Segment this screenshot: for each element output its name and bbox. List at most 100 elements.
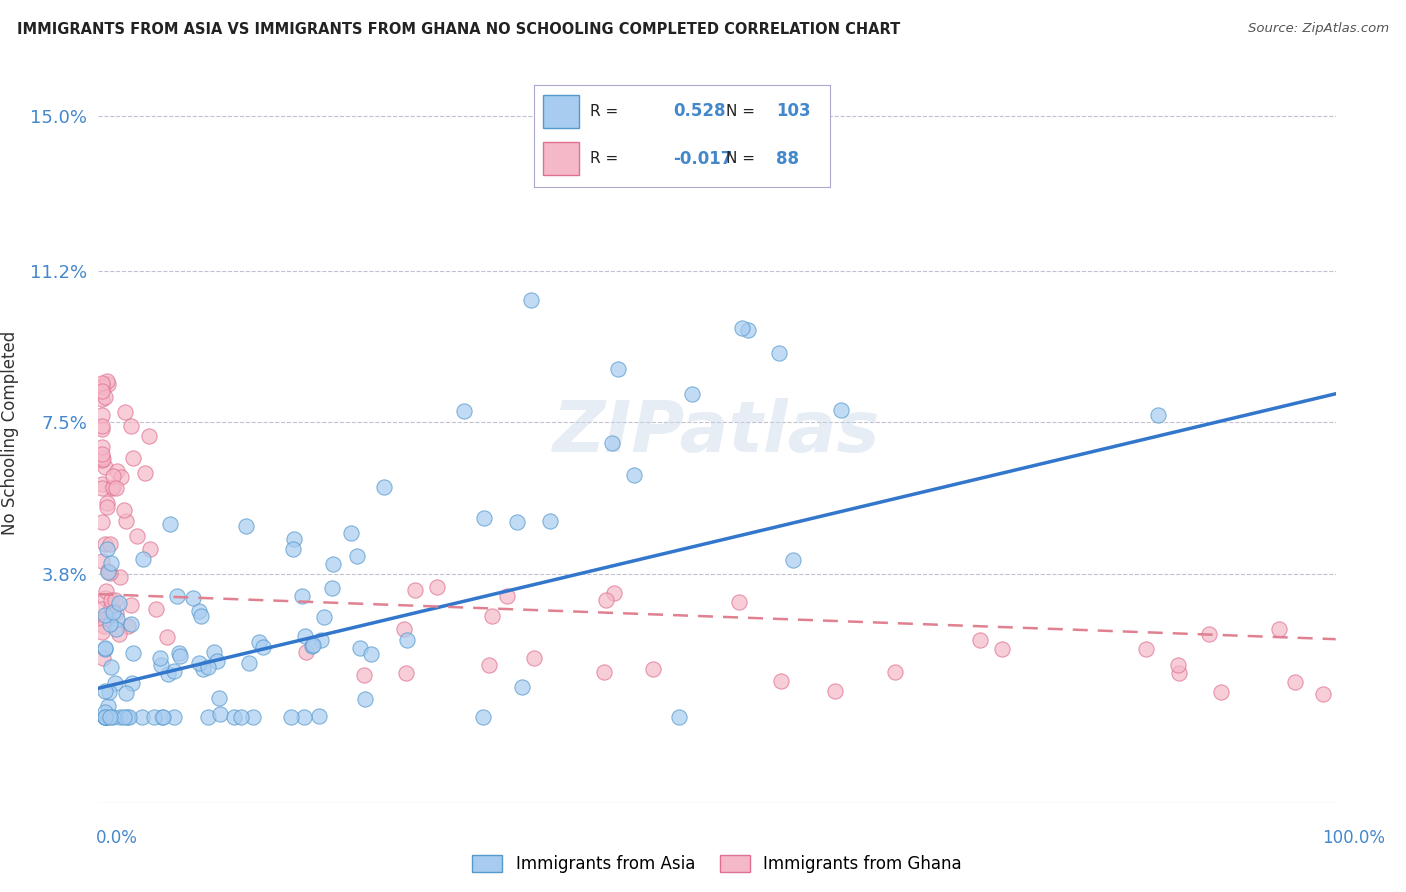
Point <box>91 452 114 467</box>
Point <box>96 583 118 598</box>
Point <box>105 606 128 620</box>
Point <box>138 428 160 442</box>
Point <box>768 346 790 360</box>
Point <box>91 378 114 392</box>
Point <box>98 566 121 581</box>
Point <box>301 638 323 652</box>
Point <box>115 514 138 528</box>
Point <box>96 541 118 556</box>
Point <box>101 481 124 495</box>
Point <box>737 323 759 337</box>
Point <box>453 404 475 418</box>
Point <box>471 710 494 724</box>
Point <box>163 710 186 724</box>
Point <box>97 376 120 391</box>
Point <box>1167 665 1189 680</box>
Point <box>481 609 503 624</box>
Point <box>91 419 114 434</box>
Point <box>728 595 751 609</box>
Point <box>202 645 225 659</box>
Point <box>166 589 188 603</box>
Point <box>830 403 852 417</box>
Point <box>121 676 143 690</box>
Point <box>98 537 121 551</box>
Point <box>281 542 304 557</box>
Point <box>93 683 115 698</box>
Point <box>150 658 173 673</box>
Point <box>91 602 114 616</box>
Point <box>96 374 118 388</box>
Point <box>354 692 377 706</box>
Point <box>91 554 114 568</box>
Point <box>252 640 274 654</box>
Point <box>187 657 209 671</box>
Point <box>93 641 115 656</box>
Point <box>94 459 117 474</box>
Point <box>187 604 209 618</box>
Point <box>681 386 703 401</box>
Point <box>134 466 156 480</box>
Point <box>156 630 179 644</box>
Point <box>93 619 115 633</box>
Point <box>105 481 128 495</box>
Text: ZIPatlas: ZIPatlas <box>554 398 880 467</box>
Point <box>110 469 132 483</box>
Point <box>150 710 173 724</box>
Point <box>91 447 114 461</box>
Point <box>94 710 117 724</box>
Point <box>291 589 314 603</box>
Point <box>91 651 114 665</box>
Text: N =: N = <box>725 151 755 166</box>
Point <box>100 556 122 570</box>
Point <box>478 657 501 672</box>
Point <box>104 592 127 607</box>
Point <box>114 405 136 419</box>
Point <box>595 592 617 607</box>
Point <box>97 698 120 713</box>
Point <box>94 612 117 626</box>
Point <box>117 710 139 724</box>
Point <box>523 651 546 665</box>
Point <box>1284 675 1306 690</box>
Point <box>91 624 114 639</box>
Point <box>242 710 264 724</box>
Point <box>1312 687 1334 701</box>
Point <box>308 709 330 723</box>
Point <box>208 690 231 705</box>
Point <box>782 553 804 567</box>
Point <box>353 667 375 681</box>
Point <box>395 665 418 680</box>
Point <box>114 685 136 699</box>
Point <box>94 537 117 551</box>
Point <box>91 481 114 495</box>
Point <box>769 673 792 688</box>
Point <box>145 602 167 616</box>
Point <box>883 665 905 680</box>
Point <box>97 566 120 580</box>
Legend: Immigrants from Asia, Immigrants from Ghana: Immigrants from Asia, Immigrants from Gh… <box>465 848 969 880</box>
Point <box>91 440 114 454</box>
Point <box>91 450 114 465</box>
Point <box>238 656 260 670</box>
Point <box>731 321 754 335</box>
Point <box>93 642 115 657</box>
Text: 100.0%: 100.0% <box>1322 829 1385 847</box>
Point <box>295 645 318 659</box>
Text: R =: R = <box>591 103 619 119</box>
Text: 88: 88 <box>776 150 800 168</box>
Point <box>91 378 114 392</box>
Point <box>163 664 186 678</box>
Point <box>538 514 561 528</box>
Point <box>209 706 232 721</box>
Point <box>132 552 155 566</box>
Point <box>91 451 114 466</box>
Point <box>197 710 219 724</box>
Point <box>506 515 529 529</box>
Point <box>512 681 534 695</box>
Point <box>283 532 305 546</box>
Point <box>229 710 252 724</box>
Point <box>100 599 122 614</box>
Point <box>520 293 543 307</box>
Point <box>108 710 131 724</box>
Point <box>108 596 131 610</box>
